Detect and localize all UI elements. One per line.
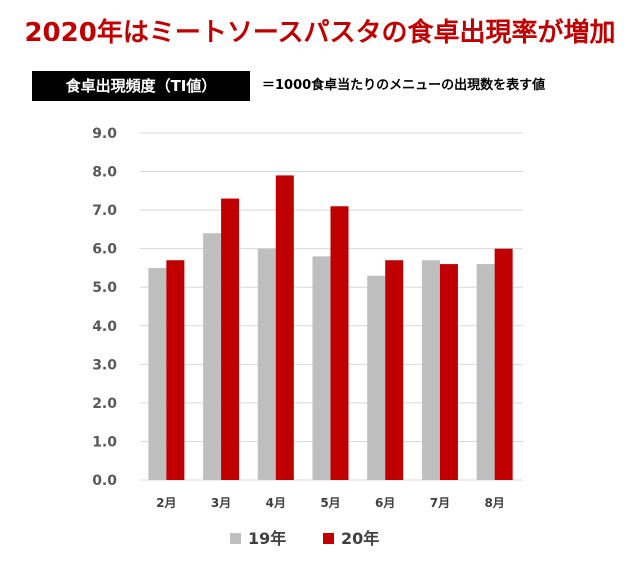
legend-swatch [323, 533, 334, 544]
bar-19年-7月 [421, 260, 440, 480]
y-tick-label: 6.0 [92, 242, 117, 258]
y-tick-label: 3.0 [92, 357, 117, 373]
x-tick-label: 4月 [266, 496, 286, 510]
page-title: 2020年はミートソースパスタの食卓出現率が増加 [24, 18, 616, 48]
bar-19年-4月 [257, 248, 276, 480]
y-tick-label: 0.0 [92, 473, 117, 489]
x-tick-label: 2月 [156, 496, 176, 510]
y-tick-label: 2.0 [92, 396, 117, 412]
legend-label: 20年 [341, 529, 379, 548]
x-tick-label: 3月 [211, 496, 231, 510]
bar-19年-5月 [312, 256, 331, 480]
y-tick-label: 1.0 [92, 434, 117, 450]
x-tick-label: 6月 [375, 496, 395, 510]
legend: 19年 20年 [230, 529, 379, 548]
y-tick-label: 9.0 [92, 126, 117, 142]
x-tick-label: 5月 [320, 496, 340, 510]
metric-badge: 食卓出現頻度（TI値） [32, 71, 250, 101]
bar-19年-6月 [367, 275, 386, 480]
bar-20年-3月 [221, 198, 240, 481]
bar-19年-2月 [148, 267, 167, 480]
x-tick-label: 8月 [484, 496, 504, 510]
bar-20年-7月 [439, 264, 458, 480]
bars [148, 175, 513, 481]
bar-20年-8月 [494, 248, 513, 480]
y-tick-label: 8.0 [92, 165, 117, 181]
bar-19年-8月 [476, 264, 495, 480]
y-tick-label: 5.0 [92, 280, 117, 296]
y-axis-ticks: 0.0 1.0 2.0 3.0 4.0 5.0 6.0 7.0 8.0 9.0 [92, 126, 117, 489]
bar-20年-2月 [166, 260, 185, 480]
bar-19年-3月 [203, 233, 222, 480]
bar-20年-4月 [275, 175, 294, 480]
legend-label: 19年 [248, 529, 286, 548]
metric-note: ＝1000食卓当たりのメニューの出現数を表す値 [262, 78, 546, 93]
bar-20年-6月 [385, 260, 404, 480]
x-tick-label: 7月 [430, 496, 450, 510]
x-axis-ticks: 2月 3月 4月 5月 6月 7月 8月 [156, 496, 505, 510]
y-tick-label: 7.0 [92, 203, 117, 219]
bar-20年-5月 [330, 206, 349, 480]
y-tick-label: 4.0 [92, 319, 117, 335]
legend-swatch [230, 533, 241, 544]
